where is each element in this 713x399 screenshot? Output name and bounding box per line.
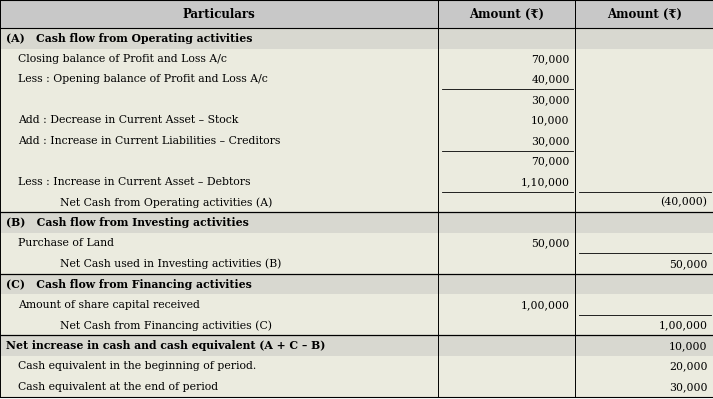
- Text: Net Cash from Operating activities (A): Net Cash from Operating activities (A): [32, 197, 272, 207]
- Text: 40,000: 40,000: [531, 74, 570, 84]
- Text: Particulars: Particulars: [183, 8, 256, 20]
- Bar: [0, 192, 713, 213]
- Text: Add : Decrease in Current Asset – Stock: Add : Decrease in Current Asset – Stock: [18, 115, 238, 125]
- Text: Net increase in cash and cash equivalent (A + C – B): Net increase in cash and cash equivalent…: [6, 340, 325, 351]
- Bar: [0, 377, 713, 397]
- Text: Less : Opening balance of Profit and Loss A/c: Less : Opening balance of Profit and Los…: [18, 74, 267, 84]
- Text: 50,000: 50,000: [669, 259, 707, 269]
- Bar: [0, 274, 713, 294]
- Text: Net Cash used in Investing activities (B): Net Cash used in Investing activities (B…: [32, 259, 282, 269]
- Text: (B)   Cash flow from Investing activities: (B) Cash flow from Investing activities: [6, 217, 249, 228]
- Bar: [0, 172, 713, 192]
- Text: Amount (₹): Amount (₹): [607, 8, 682, 20]
- Bar: [0, 356, 713, 377]
- Bar: [0, 0, 713, 28]
- Text: Cash equivalent in the beginning of period.: Cash equivalent in the beginning of peri…: [18, 361, 256, 371]
- Bar: [0, 213, 713, 233]
- Bar: [0, 110, 713, 130]
- Bar: [0, 336, 713, 356]
- Bar: [0, 89, 713, 110]
- Text: Amount of share capital received: Amount of share capital received: [18, 300, 200, 310]
- Text: 30,000: 30,000: [669, 382, 707, 392]
- Text: 30,000: 30,000: [531, 95, 570, 105]
- Text: Net Cash from Financing activities (C): Net Cash from Financing activities (C): [32, 320, 272, 330]
- Bar: [0, 28, 713, 49]
- Bar: [0, 233, 713, 253]
- Text: (C)   Cash flow from Financing activities: (C) Cash flow from Financing activities: [6, 279, 252, 290]
- Text: (A)   Cash flow from Operating activities: (A) Cash flow from Operating activities: [6, 33, 252, 44]
- Text: 30,000: 30,000: [531, 136, 570, 146]
- Bar: [0, 130, 713, 151]
- Bar: [0, 151, 713, 172]
- Text: 50,000: 50,000: [531, 238, 570, 248]
- Bar: [0, 49, 713, 69]
- Text: 10,000: 10,000: [531, 115, 570, 125]
- Text: Less : Increase in Current Asset – Debtors: Less : Increase in Current Asset – Debto…: [18, 177, 250, 187]
- Text: 10,000: 10,000: [669, 341, 707, 351]
- Bar: [0, 69, 713, 89]
- Text: Add : Increase in Current Liabilities – Creditors: Add : Increase in Current Liabilities – …: [18, 136, 280, 146]
- Text: Amount (₹): Amount (₹): [469, 8, 545, 20]
- Bar: [0, 315, 713, 336]
- Text: 1,00,000: 1,00,000: [658, 320, 707, 330]
- Text: 70,000: 70,000: [531, 156, 570, 166]
- Text: Closing balance of Profit and Loss A/c: Closing balance of Profit and Loss A/c: [18, 54, 227, 64]
- Text: 70,000: 70,000: [531, 54, 570, 64]
- Text: 1,00,000: 1,00,000: [520, 300, 570, 310]
- Text: Cash equivalent at the end of period: Cash equivalent at the end of period: [18, 382, 218, 392]
- Bar: [0, 253, 713, 274]
- Bar: [0, 294, 713, 315]
- Text: 1,10,000: 1,10,000: [520, 177, 570, 187]
- Text: (40,000): (40,000): [660, 197, 707, 207]
- Text: 20,000: 20,000: [669, 361, 707, 371]
- Text: Purchase of Land: Purchase of Land: [18, 238, 114, 248]
